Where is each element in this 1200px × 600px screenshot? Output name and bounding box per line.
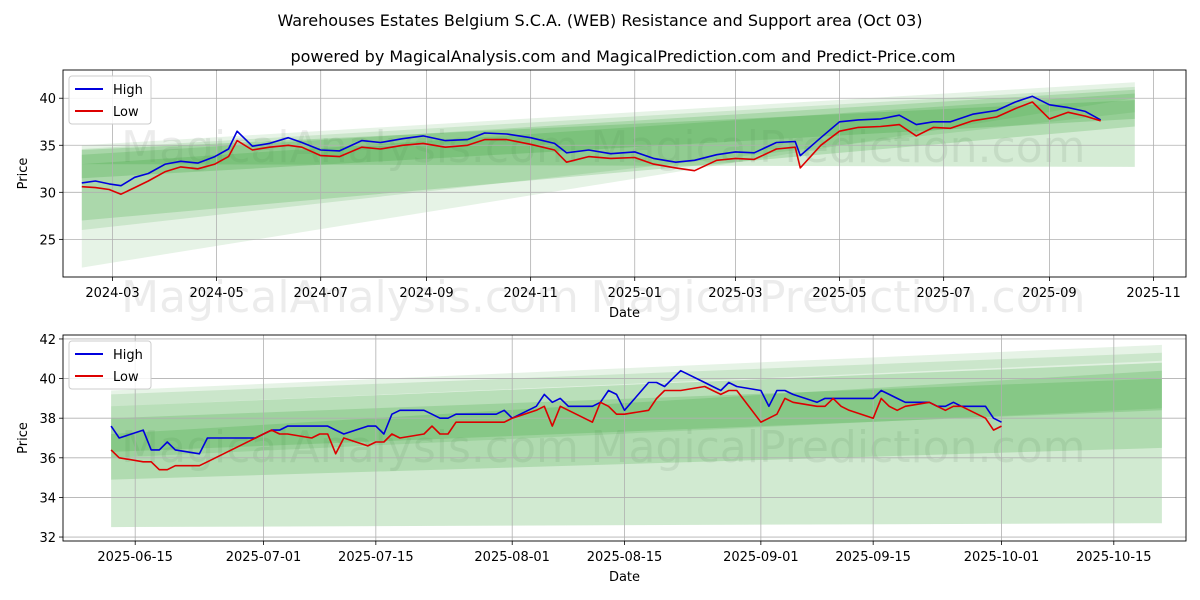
panel2-legend-label-low: Low [113, 370, 139, 385]
panel2-band-3 [111, 362, 1162, 528]
panel1-legend: High Low [68, 75, 152, 125]
panel1-xtick-label-5: 2024-11 [503, 286, 557, 301]
panel2-bands [111, 344, 1162, 528]
panel2-band-4 [111, 370, 1162, 480]
upper-panel: 2024-03 2024-05 2024-07 2024-09 2024-11 2025-… [16, 69, 1187, 321]
watermark-bottom-left: MagicalAnalysis.com [121, 422, 579, 473]
panel1-xtick-label-11: 2025-11 [1126, 286, 1180, 301]
chart-subtitle: powered by MagicalAnalysis.com and Magic… [290, 47, 955, 66]
panel2-xtick-label-2: 2025-07-01 [226, 550, 302, 565]
panel1-xtick-label-7: 2025-03 [708, 286, 762, 301]
panel2-xtick-label-5: 2025-08-15 [587, 550, 663, 565]
panel2-ytick-label-1: 32 [39, 531, 56, 546]
panel2-low-line [110, 385, 1002, 471]
panel2-xtick-label-8: 2025-10-01 [964, 550, 1040, 565]
panel1-band-4 [81, 93, 1135, 221]
panel2-grid [63, 335, 1186, 541]
panel1-yaxis-label: Price [16, 158, 31, 190]
panel1-legend-label-high: High [113, 83, 143, 98]
panel2-ytick-label-6: 42 [39, 333, 56, 348]
panel1-ytick-label-3: 35 [39, 139, 56, 154]
panel2-xtick-label-3: 2025-07-15 [338, 550, 414, 565]
panel2-series [110, 369, 1002, 471]
panel2-band-1 [111, 344, 1162, 407]
watermark-mid-left: MagicalAnalysis.com [121, 272, 579, 323]
panel1-ytick-label-4: 40 [39, 92, 56, 107]
lower-panel: 2025-06-15 2025-07-01 2025-07-15 2025-08-01… [16, 333, 1187, 585]
panel1-ytick-label-1: 25 [39, 233, 56, 248]
panel1-frame [62, 69, 1187, 278]
panel1-xtick-label-8: 2025-05 [812, 286, 866, 301]
panel1-xtick-label-3: 2024-07 [294, 286, 348, 301]
panel2-xtick-label-7: 2025-09-15 [835, 550, 911, 565]
panel1-xtick-label-4: 2024-09 [399, 286, 453, 301]
panel1-bands [81, 82, 1135, 268]
panel2-ytick-label-3: 36 [39, 452, 56, 467]
panel2-yaxis-label: Price [16, 422, 31, 454]
panel2-legend-label-high: High [113, 348, 143, 363]
panel1-low-line [81, 101, 1101, 195]
chart-title: Warehouses Estates Belgium S.C.A. (WEB) … [277, 11, 922, 30]
panel2-ytick-label-5: 40 [39, 373, 56, 388]
panel2-legend: High Low [68, 340, 152, 390]
panel2-high-line [110, 369, 1002, 455]
watermark-mid-right: MagicalPrediction.com [591, 272, 1086, 323]
panel1-xaxis-label: Date [609, 306, 640, 321]
panel2-ytick-label-4: 38 [39, 412, 56, 427]
panel1-xtick-label-1: 2024-03 [85, 286, 139, 301]
panel1-xtick-label-2: 2024-05 [189, 286, 243, 301]
watermark-top-right: MagicalPrediction.com [591, 122, 1086, 173]
panel2-xtick-label-9: 2025-10-15 [1076, 550, 1152, 565]
panel1-band-1 [81, 82, 1135, 268]
panel2-ytick-label-2: 34 [39, 491, 56, 506]
panel2-band-5 [111, 378, 1162, 452]
panel1-grid [63, 70, 1186, 277]
panel1-high-line [81, 95, 1102, 187]
watermark-bottom-right: MagicalPrediction.com [591, 422, 1086, 473]
panel1-legend-label-low: Low [113, 105, 139, 120]
panel2-xtick-label-6: 2025-09-01 [723, 550, 799, 565]
panel2-xaxis-label: Date [609, 570, 640, 585]
panel1-series [81, 95, 1102, 195]
panel2-band-2 [111, 352, 1162, 458]
panel1-xtick-label-10: 2025-09 [1022, 286, 1076, 301]
panel1-xtick-label-9: 2025-07 [916, 286, 970, 301]
panel1-xtick-label-6: 2025-01 [608, 286, 662, 301]
panel2-xtick-label-1: 2025-06-15 [97, 550, 173, 565]
panel1-ytick-label-2: 30 [39, 186, 56, 201]
watermark-top-left: MagicalAnalysis.com [121, 122, 579, 173]
panel2-xtick-label-4: 2025-08-01 [474, 550, 550, 565]
